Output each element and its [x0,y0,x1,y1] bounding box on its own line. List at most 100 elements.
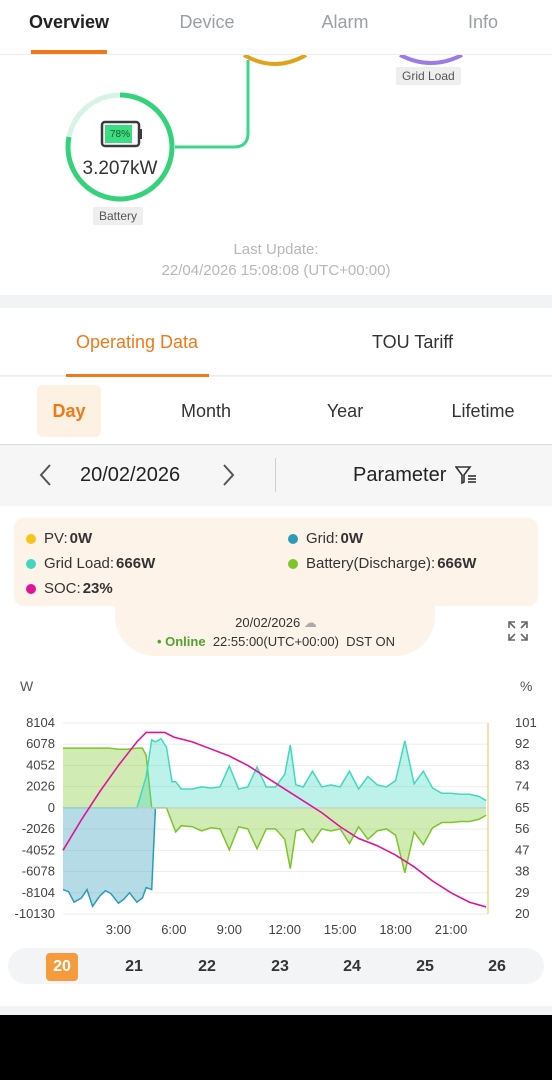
range-day-button[interactable]: Day [37,385,101,437]
range-lifetime-button[interactable]: Lifetime [451,401,515,421]
top-tab-bar: Overview Device Alarm Info [0,0,552,55]
soc-series-line [62,731,487,908]
range-year-button[interactable]: Year [326,401,364,421]
status-date: 20/02/2026 ☁ [0,615,552,631]
date-divider [275,458,276,492]
energy-flow-diagram [65,55,463,202]
y-tick-right: 83 [515,757,529,772]
legend-grid-load-label: Grid Load: [44,555,115,572]
battery-ring-progress [65,92,175,202]
legend-grid-value: 0W [340,530,364,547]
chevron-left-icon[interactable] [38,461,54,489]
grid-load-label: Grid Load [396,67,461,85]
x-tick: 12:00 [268,922,301,937]
day-25[interactable]: 25 [416,958,434,975]
system-navigation-bar [0,1015,552,1080]
x-tick: 15:00 [324,922,357,937]
status-time: 22:55:00(UTC+00:00) [212,634,339,649]
selected-date[interactable]: 20/02/2026 [80,464,181,486]
tab-operating-data[interactable]: Operating Data [65,332,210,377]
day-23[interactable]: 23 [271,958,289,975]
tab-alarm[interactable]: Alarm [321,12,369,32]
y-tick-right: 38 [515,864,529,879]
y-tick-right: 56 [515,821,529,836]
legend-pv: PV: 0W [26,530,92,547]
y-axis-left-unit: W [20,678,34,694]
x-tick: 9:00 [217,922,242,937]
weather-cloud-icon: ☁ [303,615,317,630]
power-chart[interactable]: 8104 6078 4052 2026 0 -2026 -4052 -6078 -8104 -10… [0,706,552,946]
tab-overview[interactable]: Overview [0,0,138,54]
legend-pv-label: PV: [44,530,68,547]
legend-battery: Battery(Discharge): 666W [288,555,476,572]
legend-box: PV: 0W Grid: 0W Grid Load: 666W Battery(Dis… [14,518,538,606]
day-21[interactable]: 21 [125,958,143,975]
grid-load-dot-icon [26,558,36,569]
chart-panel: PV: 0W Grid: 0W Grid Load: 666W Battery(Dis… [0,506,552,1006]
operating-tabs: Operating Data TOU Tariff [0,308,552,377]
legend-battery-label: Battery(Discharge): [306,555,436,572]
y-tick-right: 74 [515,779,529,794]
day-26[interactable]: 26 [488,958,506,975]
chevron-right-icon[interactable] [220,461,236,489]
grid-series-area [63,807,156,907]
dst-status: DST ON [346,634,396,649]
battery-percent: 78% [109,129,130,140]
y-tick-right: 20 [515,906,529,921]
legend-soc-value: 23% [82,580,113,597]
soc-dot-icon [26,583,36,594]
battery-series-area [63,748,487,873]
online-status: Online [165,634,206,649]
grid-dot-icon [288,533,298,544]
legend-pv-value: 0W [69,530,93,547]
day-selector: 20 21 22 23 24 25 26 [8,948,544,984]
day-20[interactable]: 20 [46,953,78,981]
status-line: • Online 22:55:00(UTC+00:00) DST ON [0,634,552,649]
grid-load-series-line [63,737,487,809]
day-22[interactable]: 22 [198,958,216,975]
legend-battery-value: 666W [437,555,477,572]
y-tick-left: -8104 [22,885,55,900]
y-tick-left: 0 [48,800,55,815]
y-tick-left: 6078 [26,736,55,751]
y-tick-right: 101 [515,715,537,730]
fullscreen-expand-icon[interactable] [507,620,529,642]
range-month-button[interactable]: Month [180,401,232,421]
y-tick-right: 65 [515,800,529,815]
grid-load-series-area [63,738,487,808]
y-tick-left: 2026 [26,779,55,794]
x-tick: 21:00 [435,922,468,937]
battery-power-value: 3.207kW [82,158,158,179]
pv-dot-icon [26,533,36,544]
grid-load-node-ring [399,55,463,65]
tab-tou-tariff[interactable]: TOU Tariff [372,332,454,352]
status-date-text: 20/02/2026 [235,615,301,630]
battery-series-line [63,747,487,874]
battery-flow-line [175,60,250,149]
parameter-button[interactable]: Parameter [353,464,447,486]
tab-info[interactable]: Info [467,12,499,32]
y-tick-left: 4052 [26,757,55,772]
date-navigation: 20/02/2026 Parameter [0,446,552,506]
battery-dot-icon [288,558,298,569]
grid-series-line [62,808,157,909]
day-24[interactable]: 24 [343,958,361,975]
x-tick: 18:00 [379,922,412,937]
legend-grid-load: Grid Load: 666W [26,555,155,572]
status-tab [115,606,435,656]
last-update-label: Last Update: [233,241,319,258]
last-update-time: 22/04/2026 15:08:08 (UTC+00:00) [161,262,391,279]
tab-device[interactable]: Device [179,12,235,32]
y-axis-right-unit: % [520,678,533,694]
legend-soc-label: SOC: [44,580,81,597]
filter-icon[interactable] [455,465,477,485]
battery-icon [100,120,142,148]
legend-grid-load-value: 666W [116,555,156,572]
y-tick-right: 92 [515,736,529,751]
y-tick-left: 8104 [26,715,55,730]
y-tick-left: -10130 [15,906,55,921]
y-tick-left: -4052 [22,842,55,857]
online-dot-icon: • [156,634,162,649]
x-tick: 3:00 [106,922,131,937]
